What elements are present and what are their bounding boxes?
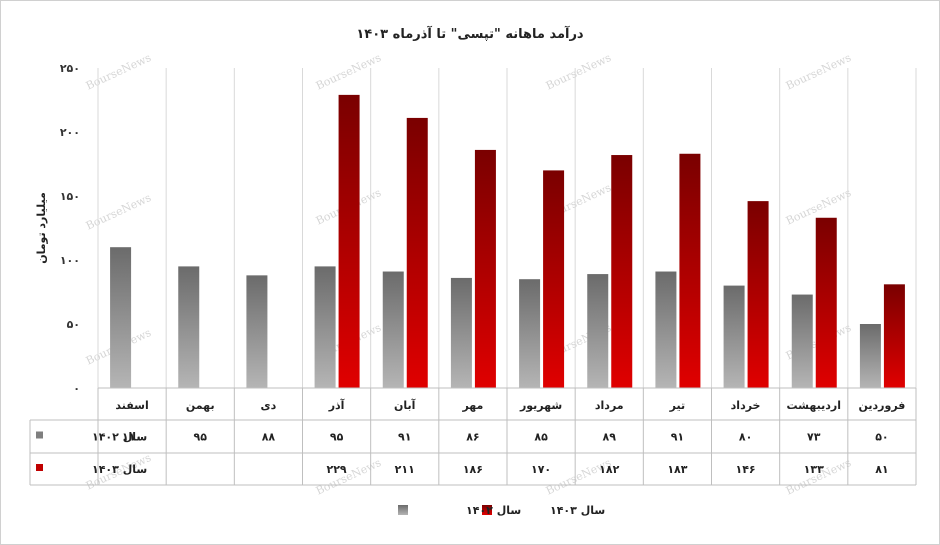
data-label: ۷۳	[807, 431, 821, 444]
bars-group	[110, 94, 905, 389]
x-tick-label: اردیبهشت	[787, 399, 841, 412]
table-key-1402	[36, 431, 43, 439]
legend: سال ۱۴۰۳ سال ۱۴۰۲	[398, 504, 605, 517]
legend-swatch-1403	[482, 505, 492, 515]
bar-1403	[406, 117, 428, 389]
bar-1402	[178, 266, 200, 388]
bar-1403	[543, 170, 565, 388]
x-tick-label: خرداد	[731, 399, 761, 412]
data-label: ۸۶	[466, 431, 479, 444]
bar-1402	[246, 275, 268, 388]
table-series-name: سال ۱۴۰۳	[92, 463, 147, 476]
x-tick-label: مهر	[461, 399, 483, 412]
data-label: ۱۷۰	[531, 463, 551, 476]
watermark-text: BourseNews	[544, 51, 614, 93]
data-label: ۸۱	[875, 463, 888, 476]
bar-1403	[679, 153, 701, 388]
bar-1402	[382, 271, 404, 388]
bar-1402	[519, 279, 541, 388]
x-tick-label: تیر	[669, 399, 685, 412]
bar-1403	[883, 284, 905, 388]
data-label: ۱۸۲	[599, 463, 619, 476]
data-label: ۹۵	[194, 431, 208, 444]
y-tick-label: ۰	[73, 382, 80, 395]
data-label: ۱۸۳	[667, 463, 687, 476]
data-label: ۸۹	[603, 431, 617, 444]
bar-1403	[474, 149, 496, 388]
y-axis-title: میلیارد تومان	[35, 192, 48, 264]
data-label: ۱۸۶	[463, 463, 483, 476]
y-axis-ticks: ۰ ۵۰ ۱۰۰ ۱۵۰ ۲۰۰ ۲۵۰	[60, 62, 80, 395]
bar-1402	[314, 266, 336, 388]
bar-1403	[747, 201, 769, 388]
watermark-text: BourseNews	[784, 51, 854, 93]
data-label: ۱۱۰	[122, 431, 142, 444]
legend-swatch-1402	[398, 505, 408, 515]
watermark-text: BourseNews	[314, 51, 384, 93]
chart-title: درآمد ماهانه "تپسی" تا آذرماه ۱۴۰۳	[356, 25, 584, 42]
data-label: ۹۱	[398, 431, 411, 444]
y-tick-label: ۲۵۰	[60, 62, 80, 75]
x-tick-label: بهمن	[186, 399, 215, 412]
bar-1402	[859, 324, 881, 388]
table-series-name: سال ۱۴۰۲	[92, 431, 147, 444]
bar-1403	[338, 94, 360, 388]
legend-label-1403: سال ۱۴۰۳	[550, 504, 605, 517]
table-key-1403	[36, 464, 43, 471]
bar-1402	[655, 271, 677, 388]
y-tick-label: ۵۰	[67, 318, 80, 331]
x-tick-label: دی	[261, 399, 277, 412]
x-tick-label: شهریور	[519, 399, 562, 412]
data-label: ۸۸	[262, 431, 276, 444]
x-tick-label: فروردین	[858, 399, 905, 412]
bar-1402	[587, 274, 609, 388]
x-tick-label: مرداد	[595, 399, 624, 412]
data-label: ۱۴۶	[736, 463, 756, 476]
bar-1403	[611, 155, 633, 388]
data-label: ۵۰	[875, 431, 888, 444]
watermark-text: BourseNews	[84, 191, 154, 233]
watermark-text: BourseNews	[314, 456, 384, 498]
x-tick-label: آذر	[328, 398, 345, 412]
bar-1402	[791, 294, 813, 388]
x-tick-label: اسفند	[115, 399, 148, 412]
y-tick-label: ۱۰۰	[60, 254, 80, 267]
bar-1402	[110, 247, 132, 388]
y-tick-label: ۱۵۰	[60, 190, 80, 203]
data-label: ۹۵	[330, 431, 344, 444]
legend-label-1402: سال ۱۴۰۲	[466, 504, 521, 517]
x-tick-label: آبان	[394, 398, 416, 412]
data-table: فروردین اردیبهشت خرداد تیر مرداد شهریور مهر آبا…	[29, 387, 917, 486]
watermark-text: BourseNews	[84, 51, 154, 93]
data-label: ۱۳۳	[804, 463, 824, 476]
data-label: ۸۰	[739, 431, 752, 444]
y-tick-label: ۲۰۰	[60, 126, 80, 139]
data-label: ۲۲۹	[327, 463, 347, 476]
data-label: ۲۱۱	[395, 463, 415, 476]
bar-1402	[723, 285, 745, 388]
data-label: ۸۵	[534, 431, 548, 444]
bar-1403	[815, 217, 837, 388]
bar-1402	[450, 277, 472, 388]
data-label: ۹۱	[671, 431, 684, 444]
